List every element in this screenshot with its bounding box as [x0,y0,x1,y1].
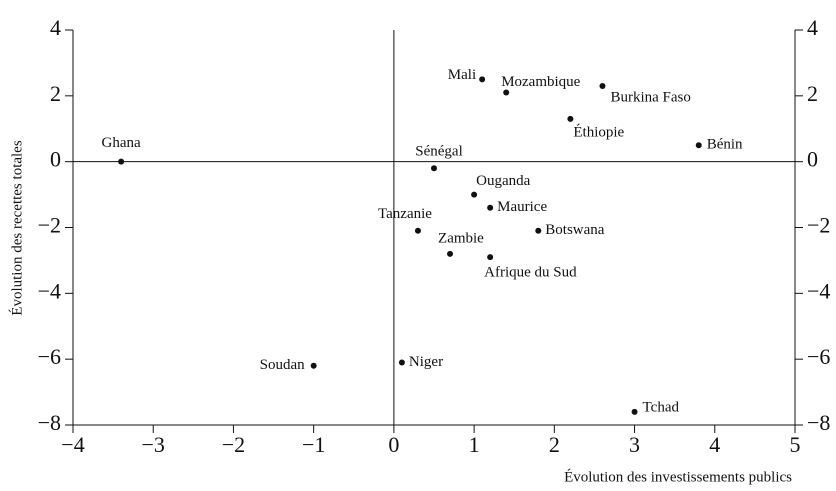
x-tick-label: 1 [469,432,480,457]
point [414,227,421,234]
point [631,408,638,415]
y-tick-label-left: −6 [38,344,61,369]
point-label: Tchad [643,399,680,415]
x-tick-label: −3 [142,432,165,457]
x-tick-label: 3 [629,432,640,457]
point [447,250,454,257]
x-tick-label: 0 [388,432,399,457]
point-label: Afrique du Sud [484,265,577,281]
y-tick-label-left: −2 [38,213,61,238]
x-tick-label: 4 [709,432,720,457]
point-label: Mali [448,67,476,83]
point-label: Ouganda [476,173,530,189]
y-tick-label-left: −8 [38,410,61,435]
y-tick-label-left: 0 [50,147,61,172]
point-label: Maurice [497,199,547,215]
y-tick-label-left: 2 [50,81,61,106]
y-tick-label-right: 2 [807,81,818,106]
x-tick-label: 2 [549,432,560,457]
y-tick-label-right: −6 [807,344,830,369]
point [479,76,486,83]
point-label: Botswana [545,222,605,238]
point-label: Sénégal [415,144,462,160]
x-tick-label: −1 [302,432,325,457]
point [695,142,702,149]
point-label: Niger [409,354,443,370]
y-tick-label-left: −4 [38,278,61,303]
y-axis-label: Évolution des recettes totales [8,140,25,316]
point [535,227,542,234]
point [487,254,494,261]
point-label: Bénin [707,137,743,153]
point [567,115,574,122]
point [599,82,606,89]
point [471,191,478,198]
y-tick-label-right: −2 [807,213,830,238]
point [503,89,510,96]
y-tick-label-right: −4 [807,278,830,303]
point-label: Mozambique [501,74,580,90]
point-label: Zambie [438,230,484,246]
point-label: Éthiopie [573,123,624,140]
y-tick-label-right: 4 [807,15,818,40]
point [431,165,437,172]
x-tick-label: 5 [790,432,801,457]
point [398,359,405,366]
point [487,204,494,211]
y-tick-label-left: 4 [50,15,61,40]
x-tick-label: −4 [61,432,84,457]
point-label: Tanzanie [378,206,432,222]
y-tick-label-right: −8 [807,410,830,435]
point-label: Burkina Faso [610,89,690,105]
y-tick-label-right: 0 [807,147,818,172]
point-label: Soudan [260,357,306,373]
point [310,362,317,369]
point [118,158,125,165]
point-label: Ghana [102,135,141,151]
x-tick-label: −2 [222,432,245,457]
x-axis-label: Évolution des investissements publics [564,468,792,485]
